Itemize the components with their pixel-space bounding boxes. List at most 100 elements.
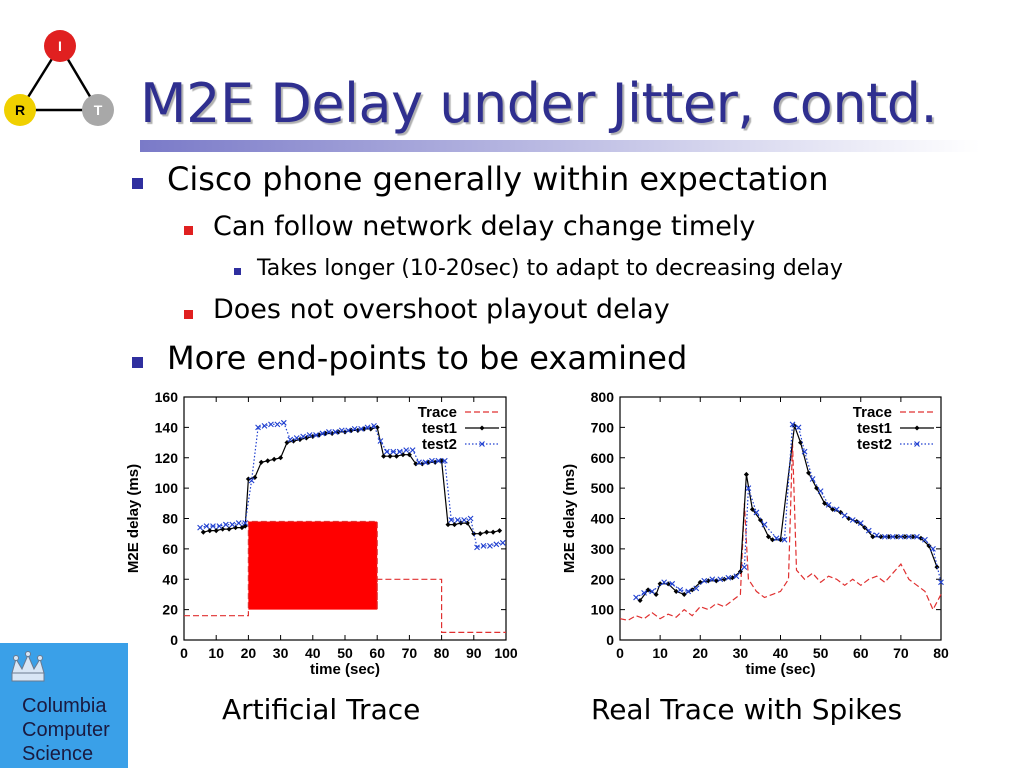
- chart1-series-test2-point: [261, 422, 268, 429]
- chart1-series-test2-point: [371, 422, 377, 429]
- chart2-series-test1-point: [894, 534, 900, 540]
- chart2-series-Trace-line: [619, 442, 942, 621]
- chart1-series-test2-point: [255, 424, 261, 431]
- chart1-series-test2-point: [441, 457, 448, 464]
- chart1-series-test1-point: [413, 461, 419, 467]
- chart1-series-test1-point: [271, 456, 277, 462]
- chart2-series-test2-point: [745, 485, 752, 492]
- chart2-series-test2-point: [649, 588, 655, 595]
- chart1-series-test1-point: [381, 453, 387, 459]
- chart1-series-test2-point: [274, 421, 281, 428]
- chart2-series-test2-point: [930, 545, 936, 552]
- chart2-series-test2-point: [938, 579, 944, 586]
- chart1-series-test1-point: [484, 529, 490, 535]
- chart1-legend-test2-label: test2: [422, 436, 457, 453]
- chart2-series-test1-point: [737, 569, 743, 575]
- irt-logo: I R T: [4, 30, 114, 126]
- chart2-series-test2-point: [881, 533, 888, 540]
- chart1-series-test2-point: [435, 457, 442, 464]
- chart1-series-test1-point: [258, 459, 264, 465]
- chart2-y-tick-label: 200: [591, 571, 615, 587]
- chart2-series-test1-point: [681, 591, 687, 597]
- chart2-series-test1-point: [910, 534, 916, 540]
- chart1-series-test1-point: [226, 526, 232, 532]
- chart1-series-test2-point: [422, 459, 429, 466]
- chart1-y-tick-label: 40: [162, 571, 178, 587]
- chart2-y-tick-label: 0: [606, 632, 614, 648]
- chart2-series-test2-point: [801, 448, 808, 455]
- chart1-series-test2-point: [345, 427, 352, 434]
- chart1-series-test2-point: [474, 544, 480, 551]
- chart1-series-test2-point: [461, 517, 468, 523]
- chart1-series-test2-point: [429, 457, 435, 464]
- chart1-series-test2-point: [338, 427, 345, 434]
- chart2-y-axis-label: M2E delay (ms): [561, 464, 578, 573]
- chart2-series-test1-point: [721, 576, 727, 582]
- chart1-x-tick-label: 90: [466, 645, 482, 661]
- chart2-series-test2-point: [906, 533, 912, 540]
- chart1-series-test2-point: [210, 523, 216, 529]
- chart1-series-test2-point: [280, 419, 287, 426]
- chart1-series-test2-point: [467, 515, 474, 522]
- chart2-series-test2-point: [685, 588, 692, 595]
- chart2-series-test2-line: [635, 423, 942, 599]
- chart2-x-tick-label: 30: [733, 645, 749, 661]
- chart2-series-test2-point: [849, 517, 856, 523]
- chart2-series-test2-point: [865, 527, 872, 534]
- bullet-1-1-1: Takes longer (10-20sec) to adapt to decr…: [257, 256, 843, 281]
- chart1-series-test2-point: [319, 430, 326, 437]
- chart1-series-test2-point: [203, 523, 210, 529]
- chart2-series-test1-point: [769, 537, 776, 543]
- chart2-x-tick-label: 60: [853, 645, 869, 661]
- chart2-x-tick-label: 50: [813, 645, 829, 661]
- chart1-series-test2-point: [326, 429, 332, 435]
- chart1-series-test2-point: [229, 521, 236, 528]
- bullet-1-2: Does not overshoot playout delay: [213, 294, 670, 325]
- chart2-series-test2-point: [817, 488, 824, 495]
- chart1-series-test1-point: [265, 458, 271, 464]
- chart2-y-tick-label: 800: [591, 389, 615, 405]
- chart2-series-test2-point: [781, 536, 788, 543]
- chart2-series-test1-point: [822, 500, 828, 506]
- chart1-series-test1-point: [278, 455, 284, 461]
- chart1-x-tick-label: 60: [369, 645, 385, 661]
- caption-real-trace: Real Trace with Spikes: [591, 693, 903, 726]
- chart2-series-test2-point: [857, 520, 864, 526]
- chart1-series-test2-point: [248, 477, 255, 484]
- chart2-series-test2-point: [789, 421, 796, 428]
- chart1-series-test2-point: [293, 435, 300, 441]
- chart1-y-tick-label: 60: [162, 541, 178, 557]
- chart2-legend-test1-marker: [914, 425, 920, 431]
- chart2-x-tick-label: 40: [773, 645, 789, 661]
- chart2-legend-test2-label: test2: [857, 436, 892, 453]
- chart1-series-Trace-line: [184, 520, 506, 634]
- chart2-series-test2-point: [725, 574, 732, 581]
- chart1-x-tick-label: 30: [273, 645, 289, 661]
- chart2-x-tick-label: 20: [692, 645, 708, 661]
- chart2-series-test1-point: [729, 575, 735, 581]
- charts-canvas: 0 10 20 30 40 50 60 70 80 90 100020406080100120140…: [125, 389, 949, 678]
- chart1-legend-Trace-label: Trace: [418, 404, 457, 421]
- chart2-series-test2-point: [741, 564, 748, 570]
- chart2-legend-Trace-label: Trace: [853, 404, 892, 421]
- chart1-legend-test2-marker: [479, 441, 485, 447]
- chart2-series-test2-point: [669, 580, 676, 587]
- crown-icon: [11, 651, 45, 682]
- chart2-series-test1-point: [637, 597, 643, 604]
- chart1-series-test2-point: [313, 432, 319, 438]
- caption-artificial-trace: Artificial Trace: [222, 693, 421, 726]
- chart1-series-test2-point: [332, 429, 339, 435]
- chart1-series-test2-line: [199, 422, 503, 549]
- chart1-series-test2-point: [480, 542, 487, 549]
- chart2-x-tick-label: 0: [616, 645, 624, 661]
- chart2-series-test1-point: [743, 471, 749, 478]
- chart1-series-test2-point: [351, 426, 358, 432]
- chart1-series-test1-point: [406, 452, 412, 458]
- chart2-series-test2-point: [733, 573, 740, 580]
- chart1-y-axis-label: M2E delay (ms): [125, 464, 142, 573]
- chart2-series-test2-point: [761, 521, 768, 528]
- chart2-series-test2-point: [701, 577, 708, 584]
- chart1-y-tick-label: 20: [162, 602, 178, 618]
- chart2-y-tick-label: 100: [591, 602, 615, 618]
- chart2-series-test2-point: [661, 579, 668, 586]
